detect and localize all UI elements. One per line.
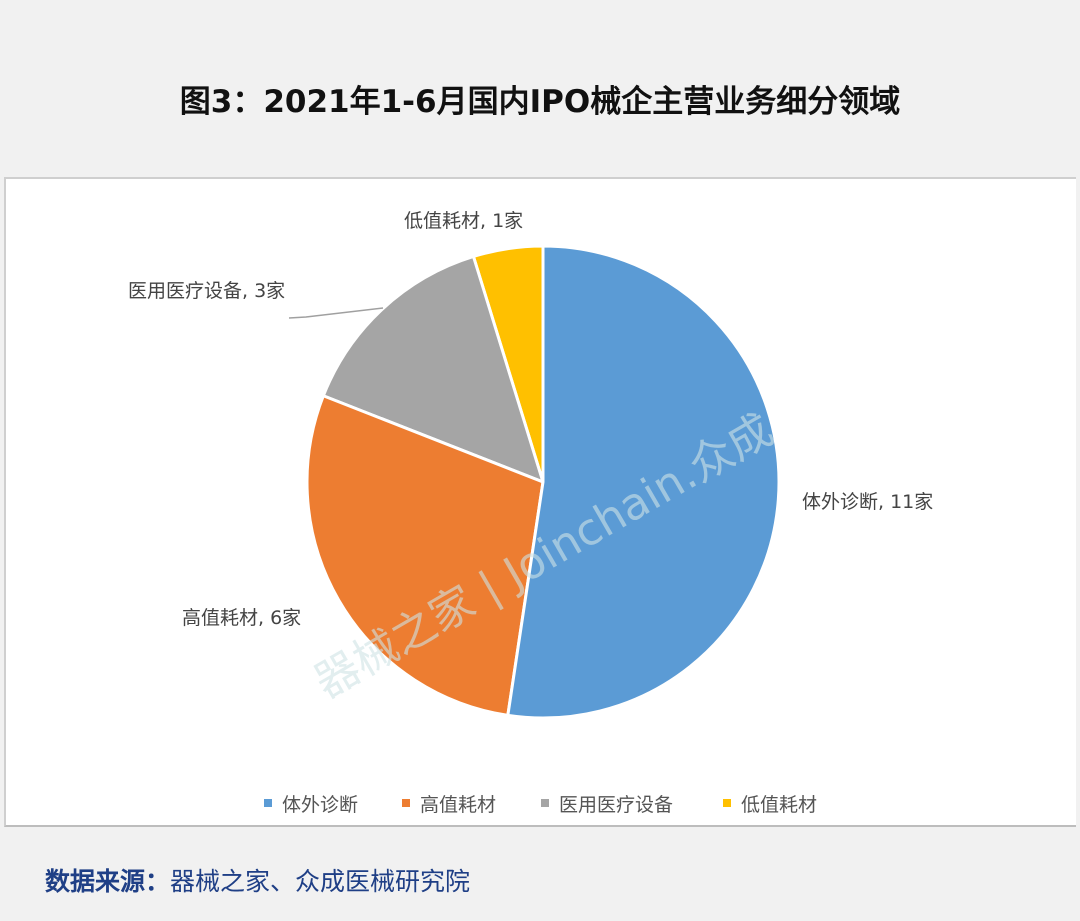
data-label-1: 高值耗材, 6家 [182,607,301,629]
legend-swatch-2 [541,799,549,807]
leader-line [288,307,384,319]
source-label: 数据来源： [45,867,171,896]
legend-item-2: 医用医疗设备 [559,794,673,816]
chart-area: 器械之家 | Joinchain.众成 体外诊断, 11家 高值耗材, 6家 医用医… [4,177,1076,827]
data-source: 数据来源：器械之家、众成医械研究院 [45,862,470,898]
source-text: 器械之家、众成医械研究院 [170,867,471,896]
pie-slice-2 [321,254,546,485]
data-label-0: 体外诊断, 11家 [802,491,933,513]
legend-item-3: 低值耗材 [741,794,817,816]
legend-swatch-1 [402,799,410,807]
chart-title: 图3：2021年1-6月国内IPO械企主营业务细分领域 [179,84,901,120]
legend-item-1: 高值耗材 [420,794,496,816]
legend-swatch-3 [723,799,731,807]
legend-swatch-0 [264,799,272,807]
pie-slice-0 [506,244,781,720]
legend-item-0: 体外诊断 [282,794,358,816]
data-label-2: 医用医疗设备, 3家 [128,280,285,302]
data-label-3: 低值耗材, 1家 [404,210,523,232]
pie-slice-1 [305,393,545,718]
